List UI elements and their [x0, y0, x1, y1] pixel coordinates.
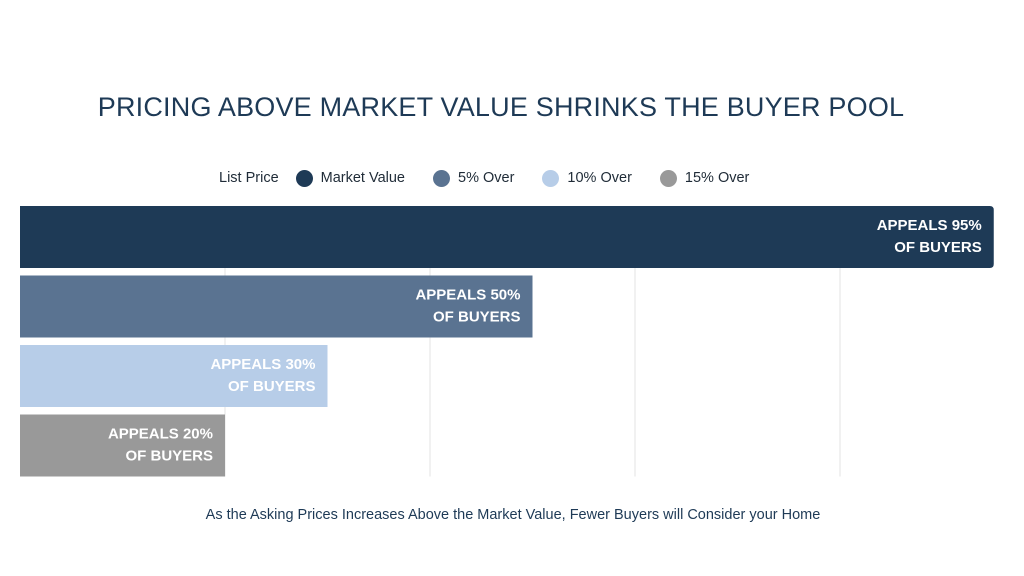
chart-title: PRICING ABOVE MARKET VALUE SHRINKS THE B… [97, 92, 905, 122]
legend-label: Market Value [320, 170, 405, 186]
legend-title: List Price [219, 170, 279, 186]
bar-data-label: OF BUYERS [125, 448, 213, 465]
legend-item-10-over: 10% Over [542, 169, 632, 187]
bar-data-label: OF BUYERS [894, 239, 982, 256]
bar-data-label: OF BUYERS [433, 309, 521, 326]
legend-swatch [542, 169, 560, 187]
bar-data-label: APPEALS 30% [210, 356, 315, 373]
legend-item-5-over: 5% Over [433, 169, 515, 187]
legend-item-market-value: Market Value [295, 169, 405, 187]
bar [20, 275, 533, 338]
bar [20, 206, 994, 268]
legend-swatch [659, 169, 677, 187]
legend-swatch [295, 169, 313, 187]
legend: List Price Market Value 5% Over 10% Over… [219, 168, 777, 188]
legend-label: 5% Over [458, 170, 515, 186]
chart-subtitle: As the Asking Prices Increases Above the… [205, 507, 821, 523]
legend-label: 10% Over [567, 170, 632, 186]
legend-item-15-over: 15% Over [659, 169, 750, 187]
bar-data-label: OF BUYERS [228, 378, 316, 395]
bar [20, 345, 328, 407]
legend-swatch [433, 169, 450, 187]
bar-data-label: APPEALS 95% [877, 217, 982, 234]
bar-data-label: APPEALS 50% [415, 287, 520, 304]
legend-label: 15% Over [684, 170, 750, 186]
bar-data-label: APPEALS 20% [108, 426, 213, 443]
bar [20, 414, 225, 477]
